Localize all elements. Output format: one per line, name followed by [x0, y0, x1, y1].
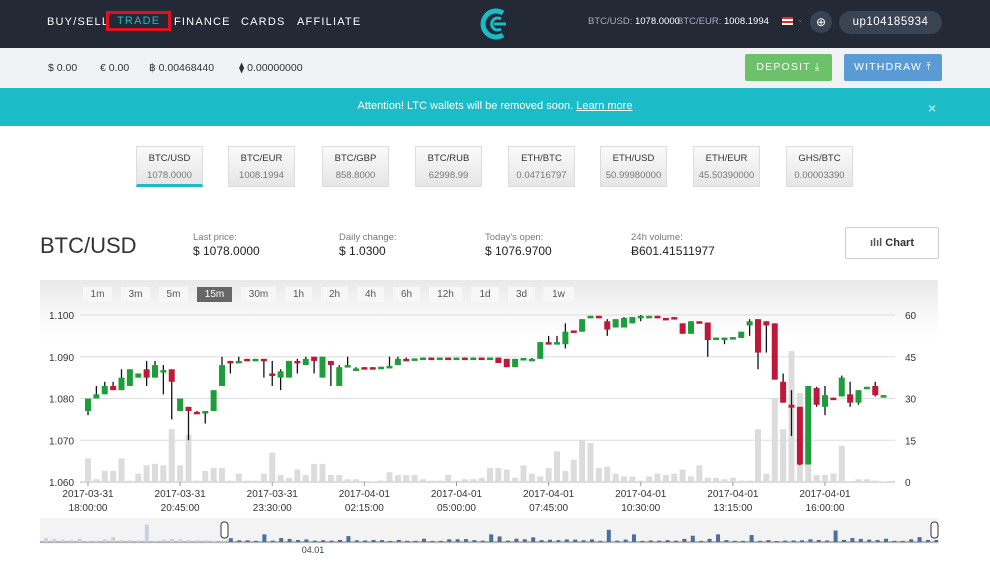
pair-price: 1078.0000 — [147, 170, 192, 181]
stat-label: Today's open: — [485, 232, 544, 243]
pair-name: BTC/USD — [148, 153, 191, 164]
balance-eth: ⧫ 0.00000000 — [239, 62, 303, 74]
download-icon: ⤓ — [814, 61, 821, 73]
stat-24h-volume: 24h volume: Ƀ601.41511977 — [631, 232, 715, 258]
timeframe-1d[interactable]: 1d — [471, 287, 499, 302]
timeframe-3m[interactable]: 3m — [121, 287, 150, 302]
page-title: BTC/USD — [40, 233, 137, 258]
btc-usd-value: 1078.0000 — [634, 16, 680, 27]
nav-buy-sell[interactable]: BUY/SELL — [47, 16, 110, 28]
balance-btc: ฿ 0.00468440 — [149, 62, 215, 74]
pair-tile-btc-gbp[interactable]: BTC/GBP 858.8000 — [322, 146, 389, 187]
pair-tile-btc-eur[interactable]: BTC/EUR 1008.1994 — [228, 146, 295, 187]
stat-value: $ 1076.9700 — [485, 244, 552, 258]
timeframe-1w[interactable]: 1w — [543, 287, 574, 302]
pair-tile-eth-eur[interactable]: ETH/EUR 45.50390000 — [693, 146, 760, 187]
deposit-label: DEPOSIT — [756, 61, 811, 73]
stat-value: Ƀ601.41511977 — [631, 244, 715, 258]
btc-eur-rate: BTC/EUR: 1008.1994 — [677, 16, 769, 27]
pair-tile-eth-btc[interactable]: ETH/BTC 0.04716797 — [508, 146, 575, 187]
withdraw-label: WITHDRAW — [853, 61, 923, 73]
pair-price: 50.99980000 — [605, 170, 662, 181]
timeframe-12h[interactable]: 12h — [429, 287, 462, 302]
pair-name: BTC/EUR — [240, 153, 283, 164]
nav-affiliate[interactable]: AFFILIATE — [297, 16, 362, 28]
timeframe-4h[interactable]: 4h — [357, 287, 384, 302]
stat-label: Last price: — [193, 232, 237, 243]
nav-trade[interactable]: TRADE — [105, 11, 172, 31]
pair-price: 0.00003390 — [794, 170, 845, 181]
nav-cards[interactable]: CARDS — [241, 16, 286, 28]
bar-chart-icon: ılıl — [869, 237, 883, 249]
balance-eur: € 0.00 — [100, 62, 130, 74]
stat-todays-open: Today's open: $ 1076.9700 — [485, 232, 552, 258]
deposit-button[interactable]: DEPOSIT ⤓ — [745, 54, 832, 81]
us-flag-icon[interactable] — [782, 17, 793, 25]
stat-label: Daily change: — [339, 232, 397, 243]
upload-icon: ⤒ — [926, 61, 933, 73]
pair-price: 1008.1994 — [239, 170, 284, 181]
chevron-down-icon[interactable]: ⌄ — [797, 15, 804, 24]
pair-name: ETH/EUR — [705, 153, 748, 164]
cex-logo[interactable] — [479, 8, 511, 40]
nav-finance[interactable]: FINANCE — [174, 16, 231, 28]
timeframe-1m[interactable]: 1m — [83, 287, 112, 302]
pair-price: 858.8000 — [335, 170, 376, 181]
attention-banner: Attention! LTC wallets will be removed s… — [0, 88, 990, 126]
timeframe-2h[interactable]: 2h — [321, 287, 348, 302]
pair-tile-btc-rub[interactable]: BTC/RUB 62998.99 — [415, 146, 482, 187]
timeframe-1h[interactable]: 1h — [285, 287, 312, 302]
stat-last-price: Last price: $ 1078.0000 — [193, 232, 260, 258]
chart-panel — [40, 280, 938, 561]
pair-tile-eth-usd[interactable]: ETH/USD 50.99980000 — [600, 146, 667, 187]
withdraw-button[interactable]: WITHDRAW ⤒ — [844, 54, 942, 81]
pair-name: GHS/BTC — [798, 153, 841, 164]
timeframe-30m[interactable]: 30m — [241, 287, 276, 302]
btc-eur-label: BTC/EUR: — [677, 16, 722, 27]
pair-tile-ghs-btc[interactable]: GHS/BTC 0.00003390 — [786, 146, 853, 187]
learn-more-link[interactable]: Learn more — [576, 100, 633, 112]
stat-value: $ 1.0300 — [339, 244, 386, 258]
pair-price: 0.04716797 — [516, 170, 567, 181]
settings-icon[interactable]: ⊕ — [810, 11, 832, 33]
stat-value: $ 1078.0000 — [193, 244, 260, 258]
balance-usd: $ 0.00 — [48, 62, 78, 74]
timeframe-15m[interactable]: 15m — [197, 287, 232, 302]
pair-tile-btc-usd[interactable]: BTC/USD 1078.0000 — [136, 146, 203, 187]
pair-price: 62998.99 — [428, 170, 469, 181]
timeframe-6h[interactable]: 6h — [393, 287, 420, 302]
btc-usd-label: BTC/USD: — [588, 16, 633, 27]
pair-name: ETH/BTC — [521, 153, 562, 164]
stat-daily-change: Daily change: $ 1.0300 — [339, 232, 397, 258]
pair-name: BTC/GBP — [334, 153, 377, 164]
user-account-button[interactable]: up104185934 — [839, 11, 942, 34]
timeframe-3d[interactable]: 3d — [508, 287, 535, 302]
stat-label: 24h volume: — [631, 232, 683, 243]
banner-text: Attention! LTC wallets will be removed s… — [357, 100, 577, 112]
close-icon[interactable]: × — [928, 100, 937, 116]
timeframe-5m[interactable]: 5m — [159, 287, 188, 302]
chart-navigator[interactable] — [40, 518, 938, 544]
chart-button[interactable]: ılıl Chart — [845, 227, 939, 259]
btc-eur-value: 1008.1994 — [723, 16, 769, 27]
pair-name: BTC/RUB — [427, 153, 470, 164]
pair-price: 45.50390000 — [698, 170, 755, 181]
btc-usd-rate: BTC/USD: 1078.0000 — [588, 16, 680, 27]
chart-label: Chart — [885, 237, 915, 249]
pair-name: ETH/USD — [612, 153, 655, 164]
